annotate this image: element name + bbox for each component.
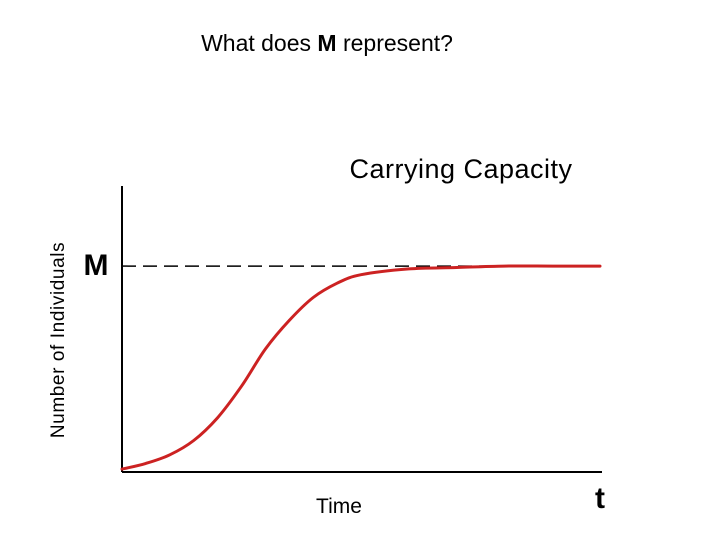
question-bold: M (317, 30, 337, 56)
question-text: What does M represent? (0, 30, 654, 57)
reference-line-label: M (84, 249, 109, 282)
chart-title: Carrying Capacity (349, 154, 572, 184)
y-axis-label: Number of Individuals (48, 242, 69, 438)
x-axis-end-label: t (595, 482, 605, 515)
x-axis-label: Time (316, 495, 362, 518)
question-suffix: represent? (336, 30, 453, 56)
question-prefix: What does (201, 30, 318, 56)
growth-curve-line (120, 264, 602, 471)
plot-area (120, 186, 602, 473)
